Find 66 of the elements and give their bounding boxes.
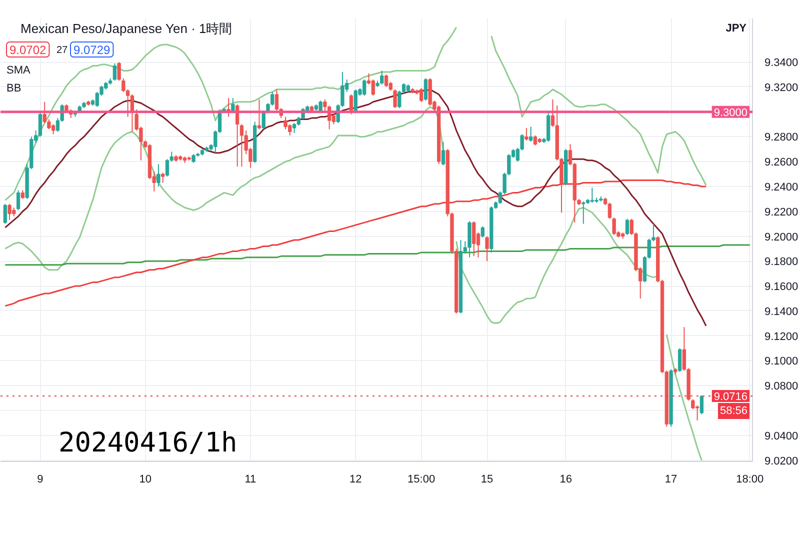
y-tick-label: 9.1800 (764, 256, 798, 268)
annotation: 20240416/1h (58, 428, 238, 458)
candlestick (384, 74, 388, 88)
annotation: 9.0729 (74, 43, 111, 57)
candlestick (16, 190, 20, 211)
y-tick-label: 9.1200 (764, 330, 798, 343)
candlestick (419, 88, 424, 102)
candlestick (117, 62, 121, 82)
candlestick (472, 220, 476, 257)
candlestick (529, 126, 533, 142)
candlestick (480, 226, 484, 238)
annotation: BB (6, 82, 22, 94)
y-tick-label: 9.1000 (764, 356, 798, 368)
y-tick-label: 9.2400 (764, 181, 798, 194)
candlestick (441, 141, 446, 166)
candlestick (625, 218, 630, 236)
x-tick-label: 11 (244, 474, 256, 486)
x-tick-label: 16 (560, 474, 572, 486)
y-tick-label: 9.2200 (764, 206, 798, 218)
line-series (4, 180, 707, 307)
x-tick-label: 15:00 (408, 474, 436, 486)
candlestick (700, 395, 704, 415)
annotation: SMA (6, 64, 31, 76)
annotation: 27 (56, 45, 68, 56)
annotation: 9.0702 (10, 43, 47, 57)
ref-line-label: 9.0716 (714, 391, 748, 404)
candlestick (393, 88, 397, 109)
y-tick-label: 9.2000 (764, 231, 798, 244)
y-tick-label: 9.0800 (764, 380, 798, 393)
y-tick-label: 9.2600 (764, 156, 798, 169)
candlestick (582, 200, 586, 224)
candlestick (240, 124, 244, 168)
y-tick-label: 9.1400 (764, 306, 798, 318)
annotation: 58:56 (720, 405, 748, 418)
x-tick-label: 15 (480, 474, 494, 486)
candlestick (608, 202, 612, 220)
candlestick (38, 111, 42, 138)
candlestick (524, 128, 528, 141)
x-tick-label: 18:00 (736, 474, 764, 486)
y-tick-label: 9.0200 (764, 455, 798, 468)
candlestick (424, 78, 428, 102)
candlestick (165, 158, 170, 178)
x-tick-label: 10 (139, 474, 152, 486)
candlestick (122, 78, 126, 92)
candlestick (533, 134, 538, 146)
candlestick (3, 203, 7, 224)
candlestick (371, 78, 375, 96)
candlestick (112, 62, 116, 82)
y-tick-label: 9.0400 (764, 430, 798, 442)
candlestick (485, 236, 489, 262)
candlestick (161, 172, 165, 184)
x-tick-label: 12 (349, 474, 362, 486)
y-tick-label: 9.3200 (764, 82, 798, 94)
y-axis-title: JPY (726, 22, 748, 34)
candlestick (678, 348, 682, 372)
candlestick (156, 164, 160, 187)
ref-line-label: 9.3000 (714, 106, 748, 119)
x-tick-label: 17 (664, 474, 678, 486)
line-series (4, 244, 751, 266)
y-tick-label: 9.1600 (764, 281, 798, 294)
candlestick (257, 98, 262, 130)
chart-title: Mexican Peso/Japanese Yen · 1時間 (20, 21, 232, 36)
y-tick-label: 9.3400 (764, 57, 798, 70)
x-tick-label: 9 (37, 474, 44, 486)
y-tick-label: 9.2800 (764, 132, 798, 144)
candlestick (691, 398, 695, 410)
